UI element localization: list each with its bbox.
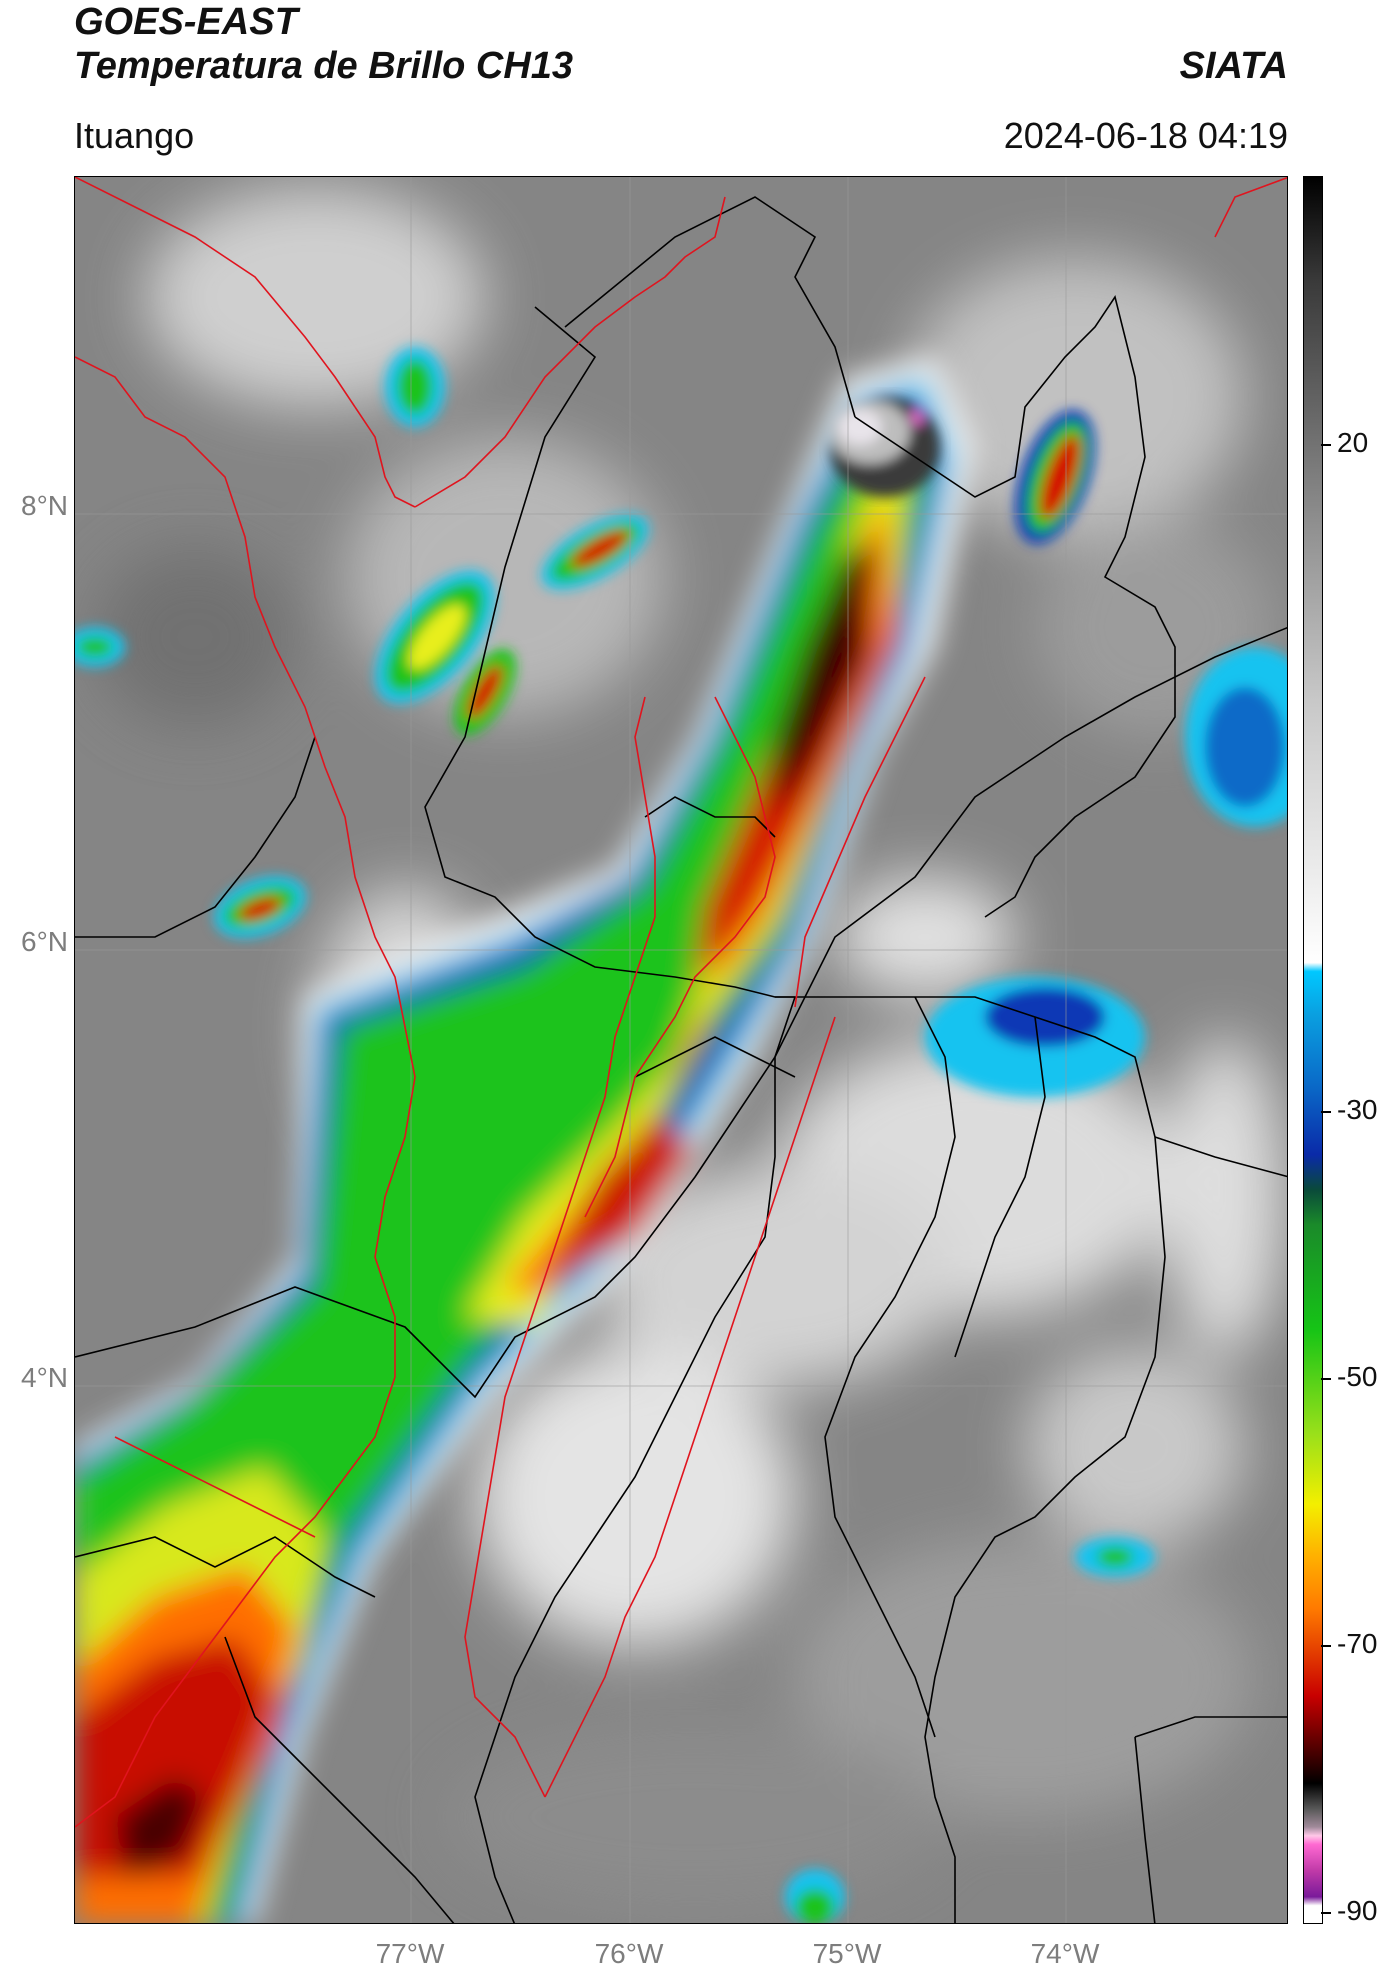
lat-label-8n: 8°N <box>21 490 68 521</box>
colorbar-label-minus50: -50 <box>1337 1361 1378 1392</box>
colorbar-tick-20 <box>1321 444 1331 446</box>
colorbar-tick-minus90 <box>1321 1912 1331 1914</box>
colorbar-tick-minus50 <box>1321 1378 1331 1380</box>
colorbar-label-minus70: -70 <box>1337 1628 1378 1659</box>
lon-label-75w: 75°W <box>812 1938 882 1969</box>
product-title: GOES-EAST <box>74 1 298 43</box>
region-label: Ituango <box>74 115 195 156</box>
colorbar-tick-minus30 <box>1321 1111 1331 1113</box>
colorbar-tick-minus70 <box>1321 1645 1331 1647</box>
organization-label: SIATA <box>1179 45 1288 87</box>
colorbar-label-minus90: -90 <box>1337 1895 1378 1926</box>
satellite-map[interactable] <box>74 176 1288 1924</box>
lon-label-74w: 74°W <box>1030 1938 1100 1969</box>
department-borders <box>75 196 1287 1923</box>
lon-label-77w: 77°W <box>375 1938 445 1969</box>
colorbar-label-minus30: -30 <box>1337 1094 1378 1125</box>
lat-label-6n: 6°N <box>21 926 68 957</box>
temperature-colorbar <box>1303 176 1323 1924</box>
colorbar-label-20: 20 <box>1337 427 1369 458</box>
lat-label-4n: 4°N <box>21 1362 68 1393</box>
map-canvas <box>75 177 1287 1923</box>
product-subtitle: Temperatura de Brillo CH13 <box>74 45 574 87</box>
national-borders <box>75 177 1287 1828</box>
graticule <box>75 177 1287 1923</box>
lon-label-76w: 76°W <box>594 1938 664 1969</box>
datetime-label: 2024-06-18 04:19 <box>1003 115 1288 156</box>
